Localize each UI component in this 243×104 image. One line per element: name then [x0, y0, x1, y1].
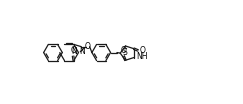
Text: N: N	[71, 47, 77, 56]
Text: NH: NH	[136, 52, 148, 61]
Text: O: O	[70, 46, 76, 55]
Text: S: S	[122, 48, 127, 57]
Text: N: N	[79, 47, 85, 56]
Text: O: O	[139, 46, 145, 55]
Text: O: O	[121, 46, 127, 55]
Text: O: O	[85, 42, 91, 51]
